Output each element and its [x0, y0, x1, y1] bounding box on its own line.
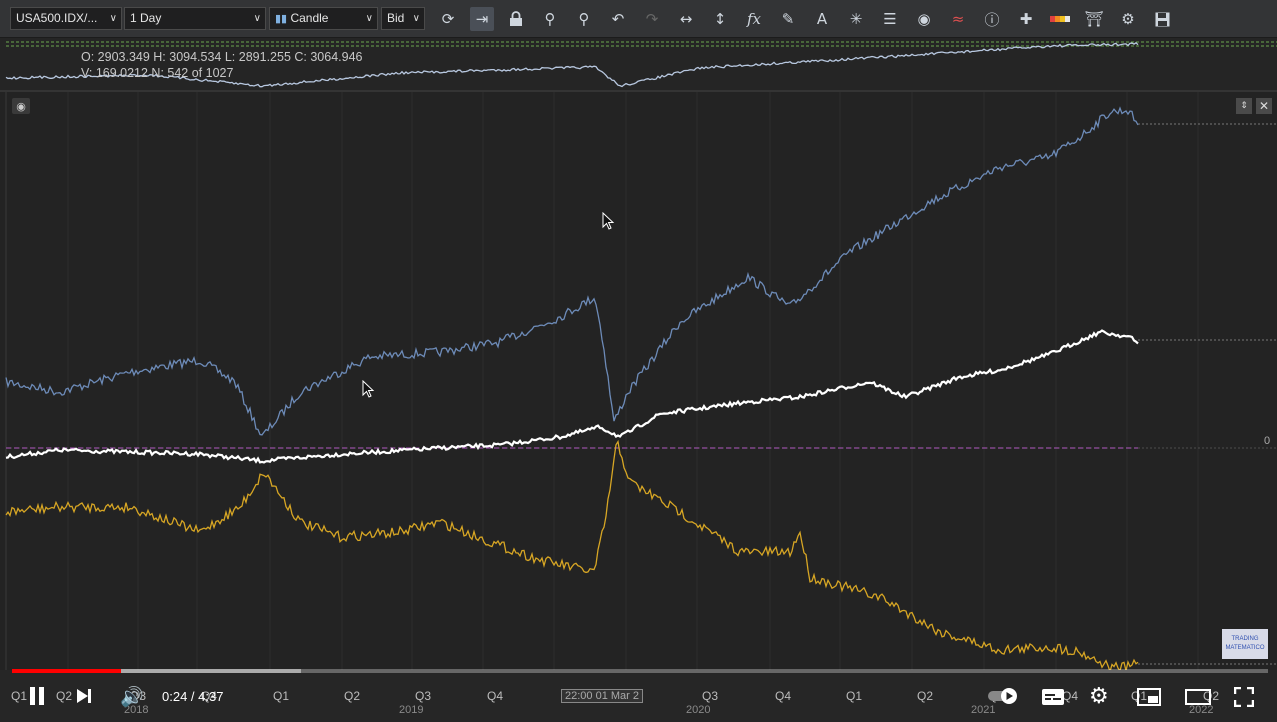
time-tick: Q3: [415, 689, 432, 703]
instrument-select[interactable]: USA500.IDX/... ∨: [10, 7, 122, 30]
next-button[interactable]: [74, 686, 94, 710]
vertical-scale-icon[interactable]: ↕: [713, 10, 727, 28]
crosshair-icon[interactable]: ✚: [1019, 10, 1033, 28]
period-select[interactable]: 1 Day ∨: [124, 7, 266, 30]
pause-button[interactable]: [27, 685, 47, 711]
played-bar: [12, 669, 122, 673]
theater-mode-icon[interactable]: [1185, 688, 1211, 710]
mouse-cursor-icon: [362, 380, 375, 398]
equity-series-line: [5, 329, 1139, 464]
trend-icon[interactable]: ≈: [951, 10, 965, 28]
year-label: 2022: [1189, 704, 1214, 716]
candle-icon: ▮▮: [275, 13, 288, 25]
zoom-in-icon[interactable]: ⚲: [544, 10, 556, 28]
eye-icon[interactable]: ◉: [917, 10, 931, 28]
ohlc-readout: O: 2903.349 H: 3094.534 L: 2891.255 C: 3…: [81, 50, 363, 64]
info-icon[interactable]: ⓘ: [984, 10, 1000, 29]
period-label: 1 Day: [130, 11, 162, 25]
save-icon[interactable]: [1150, 7, 1174, 31]
refresh-icon[interactable]: ⟳: [441, 10, 455, 28]
miniplayer-icon[interactable]: [1137, 688, 1161, 710]
indicators-fx-icon[interactable]: fx: [746, 10, 761, 28]
mouse-cursor-icon: [602, 212, 615, 230]
time-axis: Q1 Q2 Q3 Q4 Q1 Q2 Q3 Q4 Q3 Q4 Q1 Q2 Q3 Q…: [0, 676, 1277, 722]
watermark-line1: TRADING: [1231, 636, 1259, 642]
subtitles-icon[interactable]: [1041, 688, 1065, 710]
settings-gear-icon[interactable]: ⚙: [1089, 684, 1109, 709]
price-side-select[interactable]: Bid ∨: [381, 7, 425, 30]
time-tick: Q1: [846, 689, 863, 703]
time-tick: Q4: [201, 689, 218, 703]
price-side-label: Bid: [387, 11, 405, 25]
lock-icon[interactable]: [504, 7, 528, 31]
text-tool-icon[interactable]: A: [816, 10, 828, 28]
time-tick: Q4: [487, 689, 504, 703]
fullscreen-icon[interactable]: [1233, 686, 1255, 711]
video-progress-bar[interactable]: [12, 669, 1268, 673]
time-tick: Q2: [917, 689, 934, 703]
chart-toolbar: USA500.IDX/... ∨ 1 Day ∨ ▮▮ Candle ∨ Bid ∨ ⟳…: [0, 0, 1277, 38]
color-bars-icon[interactable]: [1048, 7, 1072, 31]
time-tick: Q2: [1203, 689, 1220, 703]
main-chart[interactable]: [0, 92, 1277, 670]
volume-readout: V: 169.0212 N: 542 of 1027: [81, 66, 234, 80]
pencil-icon[interactable]: ✎: [781, 10, 795, 28]
undo-icon[interactable]: ↶: [611, 10, 625, 28]
chart-type-label: Candle: [290, 11, 329, 25]
time-tick: Q2: [344, 689, 361, 703]
chevron-down-icon: ∨: [365, 13, 373, 24]
chart-type-select[interactable]: ▮▮ Candle ∨: [269, 7, 378, 30]
inverse-series-line: [5, 439, 1139, 670]
shift-chart-icon[interactable]: ⇥: [470, 7, 494, 31]
horizontal-scale-icon[interactable]: ↔: [679, 10, 693, 28]
cursor-time-label: 22:00 01 Mar 2: [561, 689, 643, 703]
price-series-line: [5, 106, 1139, 436]
chevron-down-icon: ∨: [412, 13, 420, 24]
time-tick: Q3: [702, 689, 719, 703]
time-tick: Q3: [130, 689, 147, 703]
molecule-icon[interactable]: ✳: [849, 10, 863, 28]
video-time: 0:24 / 4:37: [162, 689, 224, 704]
eye-toggle-icon[interactable]: ◉: [12, 98, 30, 114]
autoplay-toggle[interactable]: [987, 687, 1021, 709]
chevron-down-icon: ∨: [253, 13, 261, 24]
close-panel-icon[interactable]: ✕: [1256, 98, 1272, 114]
gear-template-icon[interactable]: ⚙: [1121, 10, 1135, 28]
time-tick: Q1: [11, 689, 28, 703]
zero-axis-label: 0: [1264, 435, 1271, 447]
year-label: 2021: [971, 704, 996, 716]
time-tick: Q1: [273, 689, 290, 703]
time-tick: Q4: [1062, 689, 1079, 703]
overview-strip[interactable]: [0, 38, 1277, 92]
layers-icon[interactable]: ☰: [883, 10, 897, 28]
time-tick: Q2: [56, 689, 73, 703]
year-label: 2018: [124, 704, 149, 716]
time-tick: Q4: [775, 689, 792, 703]
chevron-down-icon: ∨: [109, 13, 117, 24]
zoom-out-icon[interactable]: ⚲: [578, 10, 590, 28]
buffered-bar: [12, 669, 301, 673]
redo-icon[interactable]: ↷: [645, 10, 659, 28]
channel-watermark[interactable]: TRADING MATEMATICO: [1222, 629, 1268, 659]
watermark-line2: MATEMATICO: [1225, 645, 1265, 651]
instrument-label: USA500.IDX/...: [16, 11, 98, 25]
volume-icon[interactable]: 🔊: [120, 686, 144, 708]
move-panel-icon[interactable]: ⇕: [1236, 98, 1252, 114]
time-tick: Q1: [1131, 689, 1148, 703]
paint-bucket-icon[interactable]: ⛩: [1084, 10, 1104, 28]
year-label: 2019: [399, 704, 424, 716]
year-label: 2020: [686, 704, 711, 716]
